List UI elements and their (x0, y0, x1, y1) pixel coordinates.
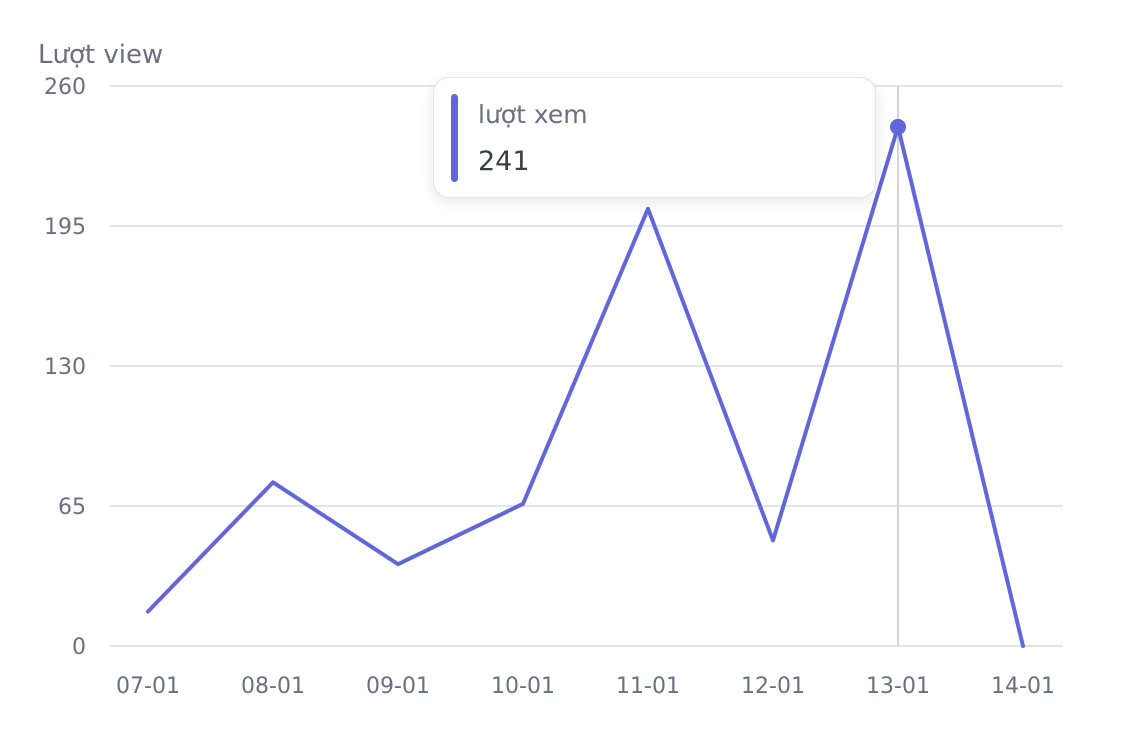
tooltip-series-marker (451, 94, 458, 182)
x-tick-label: 09-01 (366, 674, 430, 699)
x-tick-label: 11-01 (616, 674, 680, 699)
x-axis-ticks: 07-01 08-01 09-01 10-01 11-01 12-01 13-01 14-01 (116, 674, 1055, 699)
grid-lines (110, 85, 1063, 647)
tooltip-label: lượt xem (478, 100, 588, 129)
x-tick-label: 08-01 (241, 674, 305, 699)
tooltip: lượt xem 241 (433, 77, 876, 198)
x-tick-label: 07-01 (116, 674, 180, 699)
highlight-point[interactable] (890, 118, 906, 135)
y-tick-label: 260 (44, 75, 86, 100)
y-tick-label: 65 (58, 495, 86, 520)
y-tick-label: 130 (44, 355, 86, 380)
x-tick-label: 13-01 (866, 674, 930, 699)
y-tick-label: 195 (44, 215, 86, 240)
y-axis-ticks: 0 65 130 195 260 (44, 75, 86, 660)
series-line[interactable] (146, 124, 1025, 648)
y-tick-label: 0 (72, 635, 86, 660)
tooltip-value: 241 (478, 146, 530, 177)
series-points (890, 118, 906, 135)
x-tick-label: 14-01 (991, 674, 1055, 699)
x-tick-label: 10-01 (491, 674, 555, 699)
y-axis-title: Lượt view (38, 40, 164, 70)
x-tick-label: 12-01 (741, 674, 805, 699)
